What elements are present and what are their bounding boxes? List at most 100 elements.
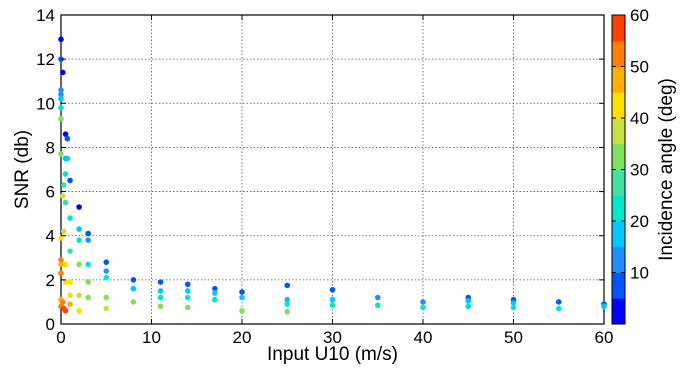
grid: [61, 15, 604, 324]
y-tick-label: 12: [36, 50, 55, 69]
data-point: [329, 286, 336, 293]
data-point: [58, 104, 64, 111]
data-point: [374, 302, 381, 309]
data-point: [67, 215, 73, 221]
data-point: [284, 296, 291, 303]
data-point: [465, 298, 472, 304]
data-point: [103, 268, 110, 274]
data-point: [157, 279, 164, 285]
data-point: [103, 305, 110, 312]
data-point: [67, 279, 73, 285]
y-tick-label: 8: [46, 138, 55, 157]
colorbar-segment: [612, 169, 625, 196]
data-point: [157, 303, 164, 310]
data-point: [67, 292, 73, 299]
colorbar-segment: [612, 66, 625, 93]
data-point: [85, 237, 91, 243]
data-point: [184, 304, 191, 311]
data-point: [58, 261, 64, 268]
colorbar-tick-label: 40: [630, 109, 649, 128]
colorbar-tick-label: 30: [630, 161, 649, 180]
colorbar-segment: [612, 298, 625, 325]
y-tick-label: 4: [46, 227, 55, 246]
data-point: [62, 171, 69, 177]
x-axis-label: Input U10 (m/s): [267, 344, 398, 365]
data-point: [58, 115, 64, 122]
colorbar-tick-label: 20: [630, 212, 649, 231]
colorbar: 10 20 30 40 50 60: [611, 6, 649, 325]
data-point: [58, 36, 64, 43]
colorbar-segment: [612, 272, 625, 299]
data-point: [212, 296, 218, 303]
data-point: [76, 261, 82, 268]
colorbar-segment: [612, 195, 625, 222]
colorbar-tick-label: 10: [630, 264, 649, 283]
data-point: [67, 301, 73, 307]
data-point: [62, 279, 69, 285]
data-point: [184, 281, 191, 288]
data-point: [103, 259, 110, 266]
colorbar-segment: [612, 118, 625, 145]
data-point: [555, 299, 562, 305]
data-point: [62, 307, 69, 314]
data-points: [58, 36, 607, 315]
x-tick-label: 60: [595, 328, 614, 347]
data-point: [184, 294, 191, 301]
data-point: [85, 230, 91, 237]
data-point: [601, 303, 607, 310]
data-point: [64, 135, 71, 142]
x-tick-label: 50: [504, 328, 523, 347]
data-point: [85, 294, 91, 301]
data-point: [420, 304, 426, 311]
y-tick-label: 10: [36, 94, 55, 113]
data-point: [130, 277, 137, 283]
y-axis-label: SNR (db): [12, 130, 33, 209]
data-point: [85, 261, 91, 268]
colorbar-tick-label: 50: [630, 58, 649, 77]
data-point: [60, 182, 67, 188]
data-point: [374, 294, 381, 301]
data-point: [212, 285, 218, 292]
data-point: [212, 290, 218, 296]
data-point: [58, 87, 64, 93]
data-point: [76, 226, 82, 232]
x-axis-ticks: 0 10 20 30 40 50 60: [56, 15, 613, 347]
data-point: [103, 294, 110, 301]
x-tick-label: 0: [56, 328, 65, 347]
colorbar-tick-label: 60: [630, 6, 649, 25]
data-point: [239, 294, 245, 301]
data-point: [329, 302, 336, 309]
data-point: [58, 257, 64, 263]
data-point: [510, 300, 517, 306]
x-tick-label: 40: [414, 328, 433, 347]
colorbar-segment: [612, 143, 625, 170]
y-tick-label: 14: [36, 6, 55, 25]
data-point: [157, 288, 164, 294]
data-point: [76, 292, 82, 299]
data-point: [76, 204, 82, 210]
data-point: [58, 235, 64, 241]
data-point: [76, 237, 82, 243]
colorbar-segment: [612, 221, 625, 248]
data-point: [184, 288, 191, 294]
data-point: [239, 289, 245, 295]
data-point: [130, 285, 137, 292]
colorbar-segment: [612, 15, 625, 42]
colorbar-label: Incidence angle (deg): [656, 78, 677, 261]
data-point: [60, 228, 67, 235]
y-tick-label: 2: [46, 271, 55, 290]
data-point: [76, 307, 82, 314]
data-point: [58, 91, 64, 98]
data-point: [465, 303, 472, 310]
y-tick-label: 0: [46, 315, 55, 334]
data-point: [85, 279, 91, 285]
data-point: [284, 309, 291, 315]
data-point: [58, 151, 64, 157]
y-tick-label: 6: [46, 183, 55, 202]
data-point: [157, 294, 164, 301]
data-point: [284, 282, 291, 289]
data-point: [60, 299, 66, 305]
data-point: [329, 296, 336, 303]
data-point: [130, 299, 137, 305]
